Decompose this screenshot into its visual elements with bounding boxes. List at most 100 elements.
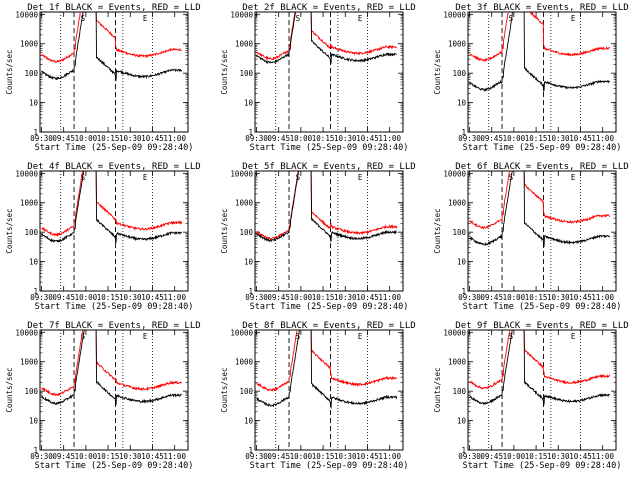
detector-panel: Det 4f BLACK = Events, RED = LLD 1 10 100 10… (5, 162, 201, 312)
y-tick-label: 10000 (443, 10, 466, 19)
start-marker-label: S (509, 14, 514, 23)
plot-frame (467, 329, 617, 451)
y-tick-label: 10 (29, 99, 39, 108)
x-tick-label: 10:00 (503, 134, 526, 143)
x-tick-label: 09:45 (267, 134, 290, 143)
detector-panel: Det 7f BLACK = Events, RED = LLD 1 10 100 10… (5, 321, 201, 471)
x-tick-label: 11:00 (378, 134, 401, 143)
y-tick-label: 1000 (448, 199, 467, 208)
y-tick-label: 10000 (443, 328, 466, 337)
x-tick-label: 09:30 (458, 293, 481, 302)
x-axis-title: Start Time (25-Sep-09 09:28:40) (250, 461, 409, 471)
x-axis-title: Start Time (25-Sep-09 09:28:40) (463, 461, 622, 471)
x-tick-label: 11:00 (163, 452, 186, 461)
x-tick-label: 09:45 (267, 293, 290, 302)
x-tick-label: 10:45 (356, 134, 379, 143)
plot-frame (254, 170, 404, 292)
x-axis-title: Start Time (25-Sep-09 09:28:40) (35, 461, 194, 471)
x-tick-label: 10:00 (290, 452, 313, 461)
x-tick-label: 10:45 (569, 452, 592, 461)
y-tick-label: 10 (457, 258, 467, 267)
end-marker-label: E (358, 173, 363, 182)
y-tick-label: 100 (239, 69, 253, 78)
x-tick-label: 09:45 (52, 293, 75, 302)
plot-frame (467, 11, 617, 133)
y-tick-label: 10000 (15, 10, 38, 19)
panel-title: Det 6f BLACK = Events, RED = LLD (455, 162, 628, 172)
x-tick-label: 11:00 (378, 293, 401, 302)
lld-series-line (41, 330, 182, 397)
panel-title: Det 9f BLACK = Events, RED = LLD (455, 321, 628, 331)
x-tick-label: 10:45 (356, 293, 379, 302)
lld-series-line (256, 330, 397, 392)
x-tick-label: 09:30 (30, 134, 53, 143)
x-tick-label: 09:30 (458, 452, 481, 461)
end-marker-label: E (143, 173, 148, 182)
y-tick-label: 1000 (235, 358, 254, 367)
panel-title: Det 4f BLACK = Events, RED = LLD (27, 162, 200, 172)
x-tick-label: 10:15 (312, 452, 335, 461)
y-tick-label: 1 (33, 287, 38, 296)
x-tick-label: 11:00 (163, 293, 186, 302)
y-axis-title: Counts/sec (5, 49, 14, 94)
panel-title: Det 3f BLACK = Events, RED = LLD (455, 3, 628, 13)
y-tick-label: 10 (29, 417, 39, 426)
y-axis-title: Counts/sec (220, 367, 229, 412)
x-tick-label: 09:45 (480, 452, 503, 461)
x-axis-title: Start Time (25-Sep-09 09:28:40) (463, 143, 622, 153)
y-tick-label: 1 (33, 446, 38, 455)
panel-title: Det 1f BLACK = Events, RED = LLD (27, 3, 200, 13)
end-marker-label: E (571, 332, 576, 341)
events-series-line (469, 171, 611, 248)
y-tick-label: 100 (452, 69, 466, 78)
detector-panel: Det 5f BLACK = Events, RED = LLD 1 10 100 10… (220, 162, 416, 312)
x-tick-label: 10:15 (97, 452, 120, 461)
y-tick-label: 100 (239, 387, 253, 396)
y-tick-label: 1 (248, 128, 253, 137)
x-tick-label: 10:00 (75, 293, 98, 302)
x-tick-label: 10:00 (75, 134, 98, 143)
x-tick-label: 11:00 (163, 134, 186, 143)
x-tick-label: 10:45 (141, 452, 164, 461)
y-tick-label: 10 (244, 258, 254, 267)
x-tick-label: 10:30 (119, 452, 142, 461)
x-tick-label: 09:45 (52, 134, 75, 143)
x-tick-label: 10:45 (569, 134, 592, 143)
y-tick-label: 100 (452, 387, 466, 396)
lld-series-line (256, 171, 398, 242)
lld-series-line (469, 171, 611, 230)
plot-frame (254, 329, 404, 451)
plot-frame (254, 11, 404, 133)
x-axis-title: Start Time (25-Sep-09 09:28:40) (250, 302, 409, 312)
start-marker-label: S (296, 14, 301, 23)
detector-panel: Det 1f BLACK = Events, RED = LLD 1 10 100 10… (5, 3, 201, 153)
x-tick-label: 10:30 (547, 452, 570, 461)
start-marker-label: S (81, 173, 86, 182)
events-series-line (469, 330, 611, 406)
x-tick-label: 10:00 (503, 293, 526, 302)
x-tick-label: 10:30 (334, 134, 357, 143)
events-series-line (256, 171, 397, 243)
x-tick-label: 09:45 (480, 293, 503, 302)
end-marker-label: E (143, 14, 148, 23)
x-tick-label: 10:15 (97, 134, 120, 143)
x-tick-label: 11:00 (591, 452, 614, 461)
events-series-line (41, 12, 183, 81)
detector-panel: Det 2f BLACK = Events, RED = LLD 1 10 100 10… (220, 3, 416, 153)
x-tick-label: 10:30 (547, 134, 570, 143)
x-tick-label: 09:30 (458, 134, 481, 143)
y-tick-label: 10000 (230, 10, 253, 19)
y-tick-label: 1000 (235, 199, 254, 208)
y-tick-label: 1000 (20, 40, 39, 49)
end-marker-label: E (571, 173, 576, 182)
events-series-line (41, 330, 182, 406)
detector-panel: Det 9f BLACK = Events, RED = LLD 1 10 100 10… (433, 321, 629, 471)
x-axis-title: Start Time (25-Sep-09 09:28:40) (35, 302, 194, 312)
y-tick-label: 10000 (230, 169, 253, 178)
x-tick-label: 09:30 (30, 452, 53, 461)
lld-series-line (41, 171, 183, 238)
x-tick-label: 09:45 (267, 452, 290, 461)
end-marker-label: E (143, 332, 148, 341)
y-tick-label: 1000 (20, 199, 39, 208)
lld-series-line (41, 12, 182, 63)
